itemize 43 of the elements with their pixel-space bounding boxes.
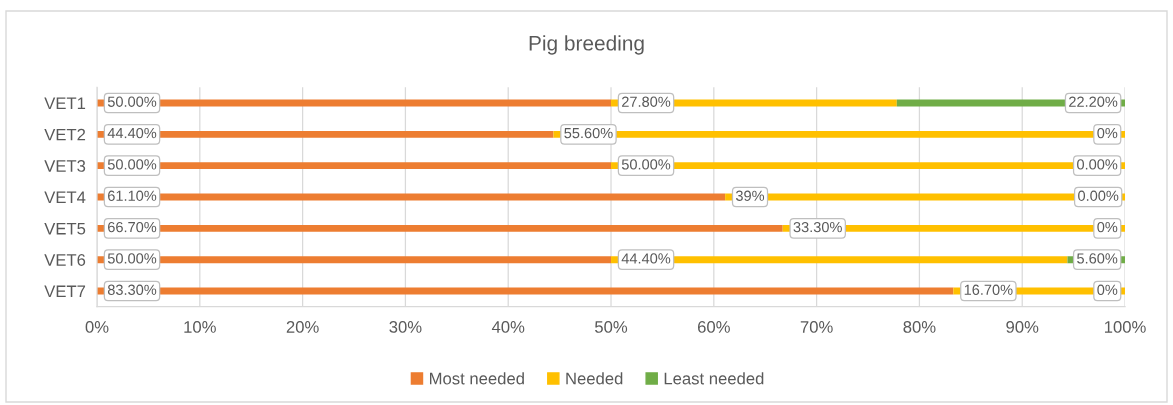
data-label: 33.30% [793, 221, 842, 233]
data-label: 0% [1097, 221, 1118, 233]
x-tick-label: 100% [1104, 321, 1146, 333]
x-tick-label: 90% [1006, 321, 1039, 333]
y-tick-label: VET1 [44, 97, 86, 110]
data-label: 44.40% [107, 127, 157, 139]
chart-title: Pig breeding [529, 35, 644, 55]
y-tick-label: VET6 [44, 254, 86, 266]
data-label: 44.40% [621, 253, 671, 264]
data-label: 22.20% [1069, 96, 1118, 107]
legend-label: Needed [566, 372, 623, 385]
data-label: 50.00% [107, 96, 157, 107]
data-label: 55.60% [564, 127, 613, 139]
data-label: 27.80% [622, 96, 671, 107]
x-tick-label: 60% [697, 321, 730, 333]
data-label: 50.00% [621, 159, 671, 170]
x-tick-label: 10% [184, 321, 216, 333]
legend-label: Least needed [664, 372, 764, 385]
y-tick-label: VET2 [44, 128, 86, 141]
data-label: 0.00% [1078, 190, 1119, 201]
x-tick-label: 20% [286, 321, 319, 333]
data-label: 0.00% [1077, 159, 1118, 170]
data-label: 16.70% [964, 284, 1013, 295]
data-label: 5.60% [1077, 253, 1118, 264]
x-tick-label: 70% [800, 321, 833, 333]
data-label: 0% [1097, 127, 1118, 139]
x-tick-label: 80% [903, 321, 936, 333]
data-label: 61.10% [108, 190, 157, 201]
y-tick-label: VET3 [44, 160, 86, 172]
data-label: 39% [735, 190, 765, 201]
x-tick-label: 50% [595, 321, 628, 333]
x-tick-label: 0% [85, 321, 109, 333]
y-tick-label: VET4 [44, 191, 86, 204]
data-label: 50.00% [107, 159, 157, 170]
x-tick-label: 40% [491, 321, 525, 333]
data-label: 50.00% [107, 253, 157, 264]
data-label: 0% [1097, 284, 1118, 295]
x-tick-label: 30% [389, 321, 422, 333]
y-tick-label: VET7 [44, 285, 86, 298]
data-label: 66.70% [108, 221, 157, 233]
y-tick-label: VET5 [44, 222, 86, 235]
data-label: 83.30% [107, 284, 157, 295]
legend-label: Most needed [430, 372, 524, 385]
